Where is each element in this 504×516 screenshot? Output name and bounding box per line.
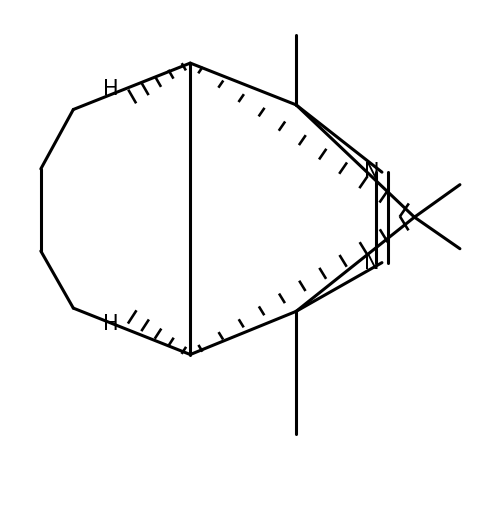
- Text: N: N: [364, 253, 380, 272]
- Text: N: N: [364, 162, 380, 182]
- Text: H: H: [103, 314, 119, 334]
- Text: H: H: [103, 78, 119, 99]
